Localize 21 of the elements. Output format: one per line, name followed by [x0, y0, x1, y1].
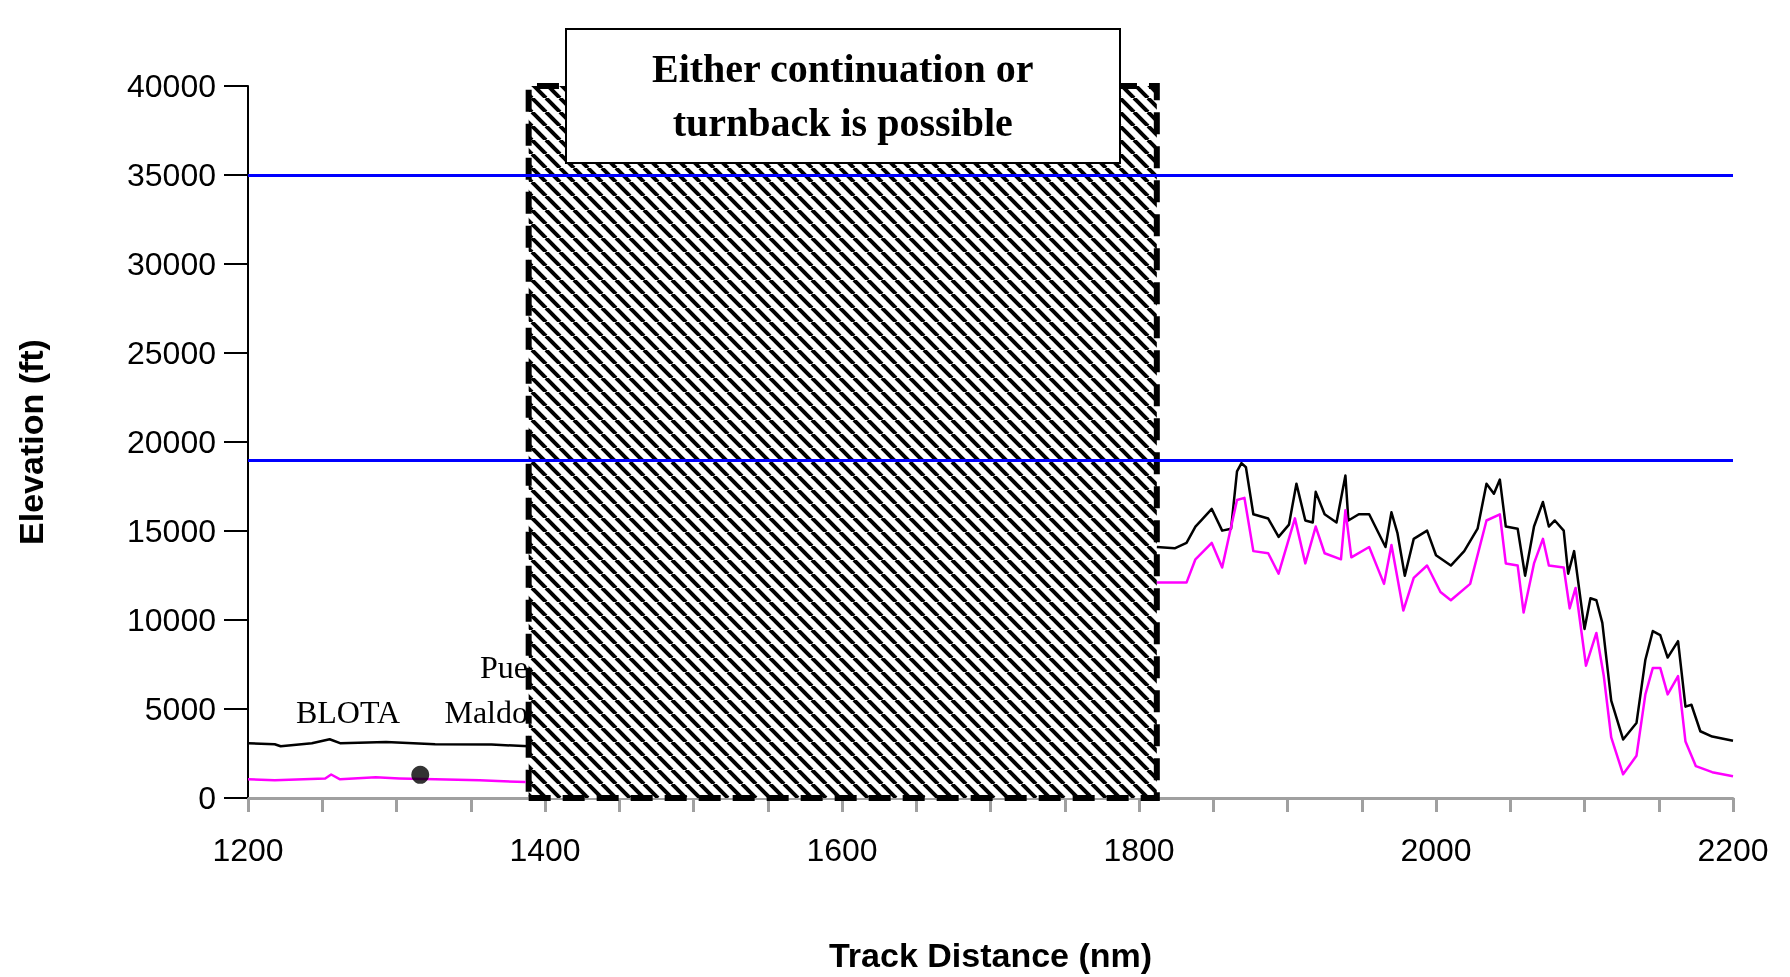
x-tick-label: 2200 — [1697, 832, 1769, 868]
y-tick-label: 0 — [198, 780, 216, 816]
x-tick-label: 1600 — [806, 832, 878, 868]
y-axis-title: Elevation (ft) — [12, 339, 50, 545]
x-tick-label: 1800 — [1103, 832, 1175, 868]
x-axis-title: Track Distance (nm) — [828, 936, 1153, 974]
y-tick-label: 20000 — [127, 424, 216, 460]
x-tick-label: 2000 — [1400, 832, 1472, 868]
text-box: Either continuation or turnback is possible — [564, 28, 1121, 164]
x-tick-label: 1400 — [509, 832, 581, 868]
y-tick-label: 35000 — [127, 157, 216, 193]
y-tick-label: 25000 — [127, 335, 216, 371]
annotation: Maldo — [444, 694, 528, 730]
y-tick-label: 30000 — [127, 246, 216, 282]
annotation: Pue — [480, 649, 528, 685]
y-tick-label: 40000 — [127, 68, 216, 104]
y-tick-label: 5000 — [144, 691, 216, 727]
x-tick-label: 1200 — [212, 832, 284, 868]
annotation: BLOTA — [295, 694, 401, 730]
y-tick-label: 10000 — [127, 602, 216, 638]
y-tick-label: 15000 — [127, 513, 216, 549]
